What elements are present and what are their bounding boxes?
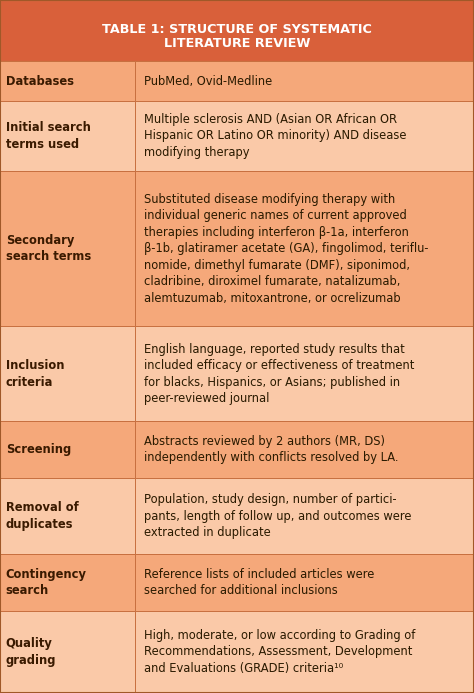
Bar [135,421,474,478]
Bar [0,101,135,170]
Bar [0,478,135,554]
Bar [0,61,135,101]
Bar [135,478,474,554]
Text: High, moderate, or low according to Grading of
Recommendations, Assessment, Deve: High, moderate, or low according to Grad… [144,629,415,675]
Text: Screening: Screening [6,444,71,456]
Text: Substituted disease modifying therapy with
individual generic names of current a: Substituted disease modifying therapy wi… [144,193,428,304]
Bar [0,0,474,61]
Text: Initial search
terms used: Initial search terms used [6,121,91,150]
Text: LITERATURE REVIEW: LITERATURE REVIEW [164,37,310,51]
Text: Reference lists of included articles were
searched for additional inclusions: Reference lists of included articles wer… [144,568,374,597]
Bar [0,554,135,611]
Bar [135,61,474,101]
Bar [0,170,135,326]
Text: Inclusion
criteria: Inclusion criteria [6,359,64,389]
Bar [0,326,135,421]
Bar [135,326,474,421]
Text: Quality
grading: Quality grading [6,637,56,667]
Bar [135,554,474,611]
Text: Databases: Databases [6,75,73,87]
Text: Multiple sclerosis AND (Asian OR African OR
Hispanic OR Latino OR minority) AND : Multiple sclerosis AND (Asian OR African… [144,113,406,159]
Text: PubMed, Ovid-Medline: PubMed, Ovid-Medline [144,75,272,87]
Bar [135,170,474,326]
Text: Population, study design, number of partici-
pants, length of follow up, and out: Population, study design, number of part… [144,493,411,539]
Text: Contingency
search: Contingency search [6,568,87,597]
Text: TABLE 1: STRUCTURE OF SYSTEMATIC: TABLE 1: STRUCTURE OF SYSTEMATIC [102,23,372,36]
Text: Secondary
search terms: Secondary search terms [6,234,91,263]
Bar [135,611,474,693]
Text: English language, reported study results that
included efficacy or effectiveness: English language, reported study results… [144,342,414,405]
Text: Abstracts reviewed by 2 authors (MR, DS)
independently with conflicts resolved b: Abstracts reviewed by 2 authors (MR, DS)… [144,435,398,464]
Bar [0,611,135,693]
Bar [135,101,474,170]
Text: Removal of
duplicates: Removal of duplicates [6,501,78,531]
Bar [0,421,135,478]
